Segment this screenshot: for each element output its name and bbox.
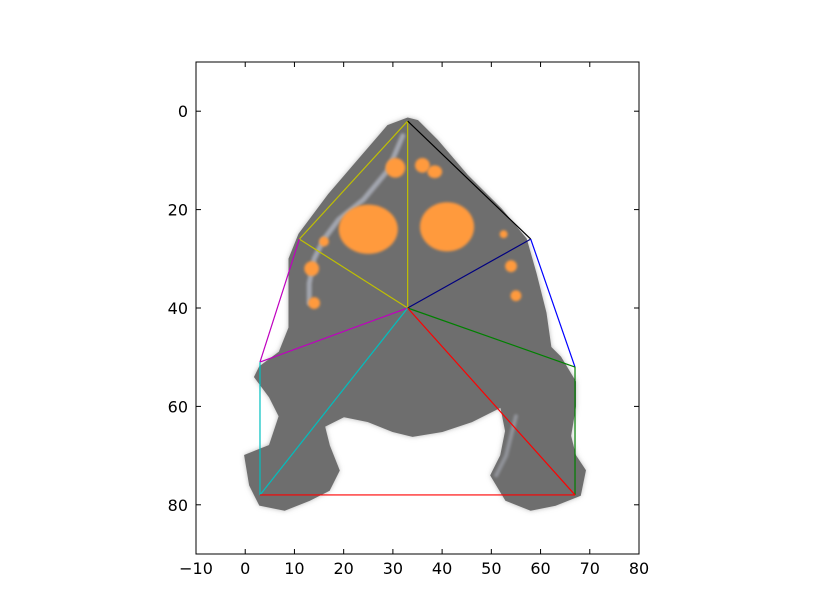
orange-spot [505, 260, 517, 273]
keypoint-lines [259, 120, 576, 496]
x-tick-label: 60 [530, 559, 550, 578]
segment-center-right_foot [407, 307, 576, 496]
y-tick-label: 80 [168, 496, 188, 515]
x-tick-label: 50 [481, 559, 501, 578]
orange-spot [499, 230, 508, 239]
x-tick-label: 80 [629, 559, 649, 578]
segment-left_shoulder-left_hip [259, 238, 300, 363]
orange-spot [385, 157, 406, 178]
frog-highlight [306, 133, 406, 306]
x-tick-label: −10 [179, 559, 213, 578]
y-tick-label: 40 [168, 299, 188, 318]
x-tick-label: 20 [333, 559, 353, 578]
segment-left_shoulder-center [299, 238, 408, 309]
segment-right_shoulder-center [407, 238, 532, 309]
segment-right_shoulder-right_hip [530, 238, 576, 368]
x-tick-label: 70 [580, 559, 600, 578]
segment-left_hip-center [259, 307, 408, 363]
x-tick-label: 40 [432, 559, 452, 578]
orange-spot [338, 204, 398, 254]
x-tick-label: 10 [284, 559, 304, 578]
y-axis: 0 20 40 60 80 [168, 102, 639, 515]
frog-highlight [494, 414, 518, 478]
x-tick-label: 30 [383, 559, 403, 578]
x-axis: −10 0 10 20 30 40 50 60 70 80 [179, 62, 649, 578]
y-tick-label: 0 [178, 102, 188, 121]
orange-spot [510, 290, 522, 302]
segment-top-left_shoulder [298, 120, 409, 240]
frog-body [244, 117, 586, 511]
x-tick-label: 0 [240, 559, 250, 578]
orange-spot [319, 236, 329, 247]
orange-spot [308, 297, 321, 309]
segment-top-right_shoulder [407, 120, 532, 240]
orange-spot [415, 157, 430, 173]
orange-spot [304, 261, 320, 277]
frog-image [244, 117, 586, 511]
y-tick-label: 20 [168, 201, 188, 220]
orange-spot [419, 202, 475, 252]
orange-spot [427, 165, 443, 179]
y-tick-label: 60 [168, 397, 188, 416]
segment-left_foot-center [259, 307, 409, 496]
segment-center-right_hip [407, 307, 576, 368]
